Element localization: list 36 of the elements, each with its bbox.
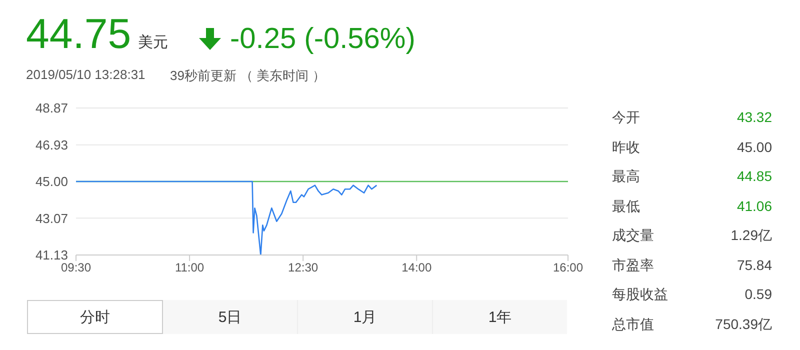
text: 美元 bbox=[138, 33, 168, 52]
text: 昨收 bbox=[612, 138, 640, 156]
text: 最高 bbox=[612, 168, 640, 186]
x-tick-label: 12:30 bbox=[288, 260, 318, 275]
text: 今开 bbox=[612, 109, 640, 127]
text: 44.85 bbox=[736, 168, 772, 184]
chart-title: 44.75 bbox=[26, 10, 132, 58]
y-tick-label: 46.93 bbox=[35, 137, 68, 152]
text: -0.25 (-0.56%) bbox=[230, 23, 416, 56]
y-tick-label: 48.87 bbox=[35, 100, 68, 116]
text: 1.29亿 bbox=[730, 227, 772, 245]
text: 市盈率 bbox=[612, 256, 654, 274]
text: 最低 bbox=[612, 198, 640, 216]
text: 43.32 bbox=[736, 109, 772, 125]
x-tick-label: 09:30 bbox=[60, 260, 92, 275]
text: 总市值 bbox=[612, 316, 654, 334]
text: 75.84 bbox=[736, 256, 772, 272]
text: 成交量 bbox=[612, 227, 654, 245]
text: 分时 bbox=[27, 300, 163, 334]
x-tick-label: 11:00 bbox=[174, 260, 204, 275]
text: 1月 bbox=[298, 300, 433, 334]
text: 0.59 bbox=[744, 286, 772, 302]
y-tick-label: 41.13 bbox=[35, 248, 68, 263]
text: 39秒前更新 （ 美东时间 ） bbox=[170, 67, 326, 85]
line-series bbox=[76, 180, 378, 255]
text: 每股收益 bbox=[612, 286, 668, 304]
text: 45.00 bbox=[736, 138, 772, 154]
text: 2019/05/10 13:28:31 bbox=[26, 67, 146, 82]
text: 750.39亿 bbox=[715, 316, 772, 334]
y-tick-label: 45.00 bbox=[35, 174, 68, 190]
x-tick-label: 14:00 bbox=[402, 260, 432, 275]
y-tick-label: 43.07 bbox=[35, 210, 68, 226]
text: 41.06 bbox=[736, 198, 772, 214]
text: 1年 bbox=[487, 308, 513, 328]
x-tick-label: 16:00 bbox=[552, 260, 584, 275]
text: 5日 bbox=[163, 300, 298, 334]
